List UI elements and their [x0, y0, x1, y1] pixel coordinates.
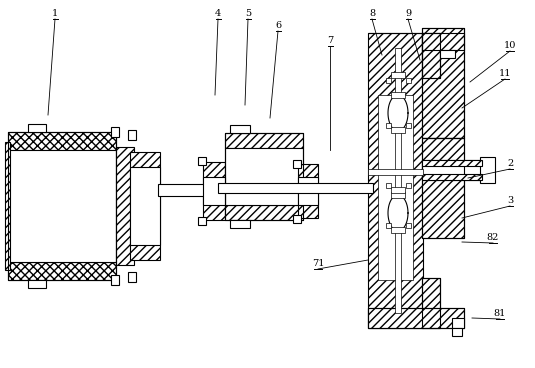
Bar	[198, 157, 206, 165]
Bar	[391, 127, 405, 133]
Text: 10: 10	[504, 41, 516, 50]
Bar	[422, 278, 440, 328]
Bar	[116, 147, 134, 265]
Bar	[130, 152, 160, 260]
Bar	[452, 318, 464, 328]
Bar	[230, 220, 250, 228]
Bar	[368, 308, 464, 328]
Bar	[386, 183, 391, 188]
Bar	[422, 33, 464, 50]
Bar	[378, 95, 413, 280]
Text: 71: 71	[312, 259, 324, 268]
Bar	[293, 160, 301, 168]
Bar	[128, 130, 136, 140]
Bar	[422, 138, 464, 238]
Bar	[386, 78, 391, 83]
Bar	[406, 183, 411, 188]
Bar	[28, 280, 46, 288]
Bar	[391, 92, 405, 98]
Bar	[130, 167, 160, 245]
Text: 3: 3	[507, 196, 513, 205]
Text: 7: 7	[327, 36, 333, 45]
Bar	[452, 328, 462, 336]
Bar	[440, 50, 455, 58]
Bar	[8, 132, 116, 280]
Bar	[422, 33, 440, 78]
Text: 81: 81	[494, 309, 506, 318]
Bar	[158, 184, 208, 196]
Text: 5: 5	[245, 9, 251, 18]
Bar	[406, 123, 411, 128]
Bar	[8, 132, 116, 150]
Bar	[298, 164, 318, 218]
Bar	[128, 272, 136, 282]
Bar	[391, 227, 405, 233]
Bar	[8, 150, 116, 262]
Bar	[422, 160, 482, 166]
Bar	[395, 48, 401, 313]
Bar	[422, 278, 440, 328]
Bar	[368, 308, 464, 328]
Bar	[406, 223, 411, 228]
Bar	[28, 124, 46, 132]
Bar	[225, 205, 303, 220]
Bar	[225, 133, 303, 148]
Polygon shape	[388, 95, 408, 131]
Bar	[8, 262, 116, 280]
Text: 1: 1	[52, 9, 58, 18]
Bar	[391, 187, 405, 193]
Bar	[111, 275, 119, 285]
Bar	[368, 33, 423, 328]
Bar	[230, 125, 250, 133]
Bar	[422, 138, 464, 238]
Bar	[386, 223, 391, 228]
Bar	[225, 133, 303, 220]
Bar	[198, 217, 206, 225]
Text: 4: 4	[215, 9, 221, 18]
Bar	[218, 183, 373, 193]
Bar	[225, 148, 303, 205]
Bar	[111, 127, 119, 137]
Text: 82: 82	[487, 233, 499, 242]
Bar	[368, 169, 423, 175]
Text: 2: 2	[507, 159, 513, 168]
Bar	[480, 157, 495, 183]
Bar	[5, 142, 10, 270]
Bar	[422, 28, 464, 138]
Bar	[391, 72, 405, 78]
Text: 6: 6	[275, 21, 281, 30]
Text: 11: 11	[499, 69, 511, 78]
Bar	[298, 177, 318, 205]
Bar	[422, 174, 482, 180]
Bar	[391, 192, 405, 198]
Bar	[422, 160, 482, 180]
Bar	[203, 162, 225, 220]
Polygon shape	[388, 195, 408, 231]
Text: 8: 8	[369, 9, 375, 18]
Bar	[422, 33, 440, 78]
Bar	[386, 123, 391, 128]
Bar	[406, 78, 411, 83]
Bar	[422, 28, 464, 138]
Bar	[293, 215, 301, 223]
Bar	[203, 177, 225, 205]
Text: 9: 9	[405, 9, 411, 18]
